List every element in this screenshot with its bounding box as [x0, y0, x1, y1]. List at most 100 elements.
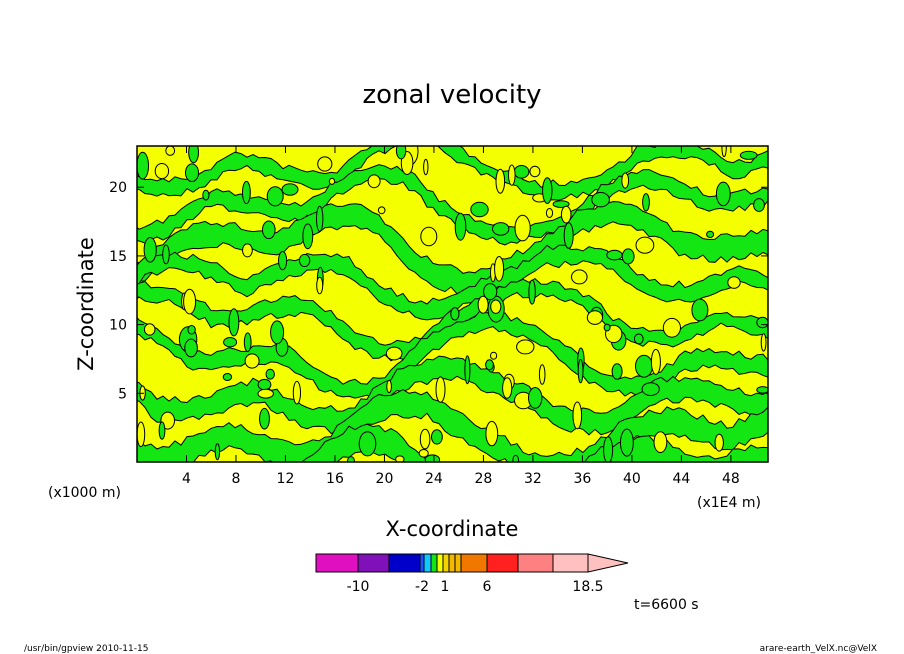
- time-label: t=6600 s: [634, 597, 699, 613]
- colorbar-segment: [419, 553, 425, 573]
- contour-blob: [464, 355, 471, 385]
- contour-blob: [577, 358, 584, 384]
- colorbar-segment: [486, 553, 519, 573]
- contour-blob: [424, 454, 441, 462]
- contour-blob: [552, 200, 570, 209]
- contour-blob: [727, 276, 741, 289]
- x-tick-label: 24: [425, 471, 443, 487]
- contour-blob: [591, 192, 610, 208]
- colorbar-segment: [454, 553, 462, 573]
- colorbar-label: 1: [441, 579, 450, 595]
- contour-blob: [257, 378, 272, 391]
- contour-blob: [653, 431, 668, 454]
- contour-blobs: [137, 146, 768, 462]
- colorbar: -10 -2 1 6 18.5: [315, 553, 629, 595]
- contour-blob: [513, 165, 530, 179]
- contour-blob: [756, 386, 768, 394]
- x-tick-label: 40: [623, 471, 641, 487]
- contour-blob: [358, 431, 377, 457]
- contour-blob: [756, 316, 768, 329]
- contour-blob: [621, 172, 630, 189]
- green-band: [137, 277, 768, 362]
- contour-blob: [714, 433, 724, 452]
- contour-blob: [419, 428, 431, 450]
- green-band: [137, 201, 768, 297]
- contour-blob: [571, 269, 588, 285]
- contour-blob: [529, 165, 541, 178]
- footer-right: arare-earth_VelX.nc@VelX: [760, 644, 877, 654]
- contour-blob: [367, 174, 381, 189]
- contour-blob: [377, 206, 386, 215]
- contour-blob: [435, 376, 446, 403]
- x-tick-label: 16: [326, 471, 344, 487]
- contour-blob: [516, 339, 535, 355]
- contour-blob: [143, 237, 157, 263]
- contour-blob: [495, 168, 506, 194]
- chart-title: zonal velocity: [362, 80, 541, 110]
- contour-blob: [423, 158, 429, 176]
- contour-blob: [490, 299, 502, 314]
- contour-blob: [223, 337, 238, 348]
- contour-blob: [611, 363, 623, 380]
- contour-blob: [753, 198, 765, 212]
- contour-blob: [202, 189, 210, 201]
- contour-blob: [242, 243, 253, 258]
- y-axis: 5 10 15 20: [109, 180, 768, 402]
- colorbar-segment: [430, 553, 438, 573]
- footer-left: /usr/bin/gpview 2010-11-15: [24, 644, 148, 654]
- contour-blob: [490, 351, 498, 360]
- contour-blob: [187, 325, 196, 335]
- contour-blob: [502, 377, 513, 399]
- contour-blob: [328, 177, 336, 185]
- y-tick-label: 15: [109, 249, 127, 265]
- contour-blob: [603, 436, 614, 462]
- y-tick-label: 5: [118, 386, 127, 402]
- contour-blob: [603, 323, 611, 332]
- contour-blob: [572, 401, 583, 430]
- contour-blob: [542, 177, 553, 204]
- contour-blob: [262, 220, 276, 240]
- colorbar-segment: [460, 553, 488, 573]
- x-axis-unit-left: (x1000 m): [48, 485, 121, 501]
- contour-blob: [450, 307, 460, 321]
- x-tick-label: 32: [524, 471, 542, 487]
- x-tick-label: 12: [277, 471, 295, 487]
- contour-blob: [454, 212, 467, 241]
- contour-blob: [563, 222, 574, 249]
- contour-blob: [395, 146, 407, 160]
- colorbar-label: 18.5: [572, 579, 603, 595]
- contour-blob: [508, 164, 516, 186]
- colorbar-segment: [448, 553, 456, 573]
- contour-blob: [143, 323, 156, 336]
- contour-blob: [298, 253, 311, 268]
- contour-blob: [347, 456, 355, 462]
- colorbar-segment: [517, 553, 554, 573]
- x-tick-label: 4: [182, 471, 191, 487]
- contour-blob: [385, 346, 403, 361]
- contour-blob: [620, 428, 634, 457]
- contour-blob: [633, 333, 644, 345]
- contour-blob: [270, 320, 285, 345]
- contour-blob: [137, 421, 146, 448]
- contour-blob: [188, 146, 199, 164]
- contour-blob: [485, 420, 499, 447]
- contour-blob: [635, 354, 653, 378]
- contour-blob: [243, 332, 252, 353]
- contour-blob: [165, 146, 176, 156]
- colorbar-segment: [423, 553, 432, 573]
- contour-blob: [538, 364, 546, 385]
- contour-blob: [154, 163, 170, 180]
- contour-blob: [184, 338, 198, 358]
- y-tick-label: 20: [109, 180, 127, 196]
- contour-blob: [302, 223, 314, 250]
- contour-blob: [642, 193, 650, 212]
- colorbar-segment: [315, 553, 359, 573]
- contour-blob: [162, 244, 170, 265]
- contour-blob: [316, 276, 324, 295]
- colorbar-segment: [552, 553, 589, 573]
- contour-blob: [278, 251, 288, 271]
- y-tick-label: 10: [109, 318, 127, 334]
- contour-blob: [386, 379, 392, 394]
